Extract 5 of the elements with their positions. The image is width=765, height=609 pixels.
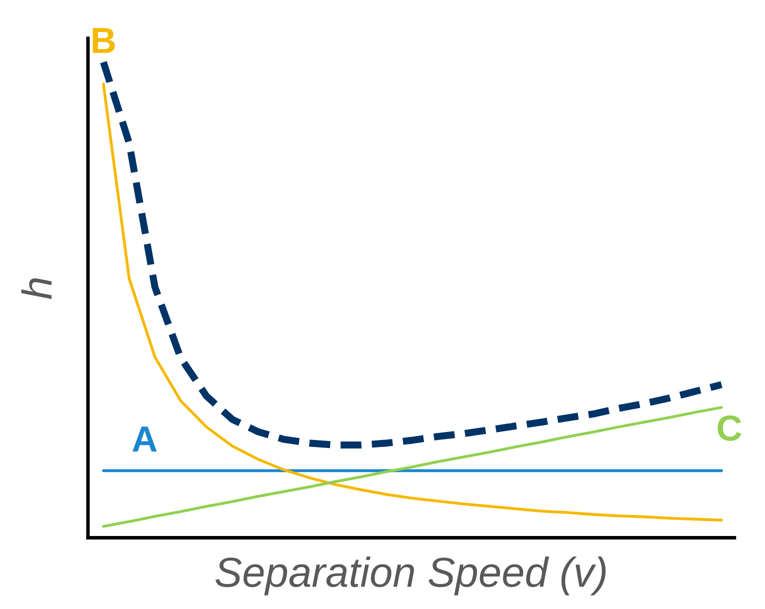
y-axis-title: h xyxy=(21,278,52,299)
x-axis-title: Separation Speed (v) xyxy=(216,556,606,596)
series-label: C xyxy=(718,415,742,441)
series-label: B xyxy=(92,28,115,53)
series-label: A xyxy=(132,426,157,452)
